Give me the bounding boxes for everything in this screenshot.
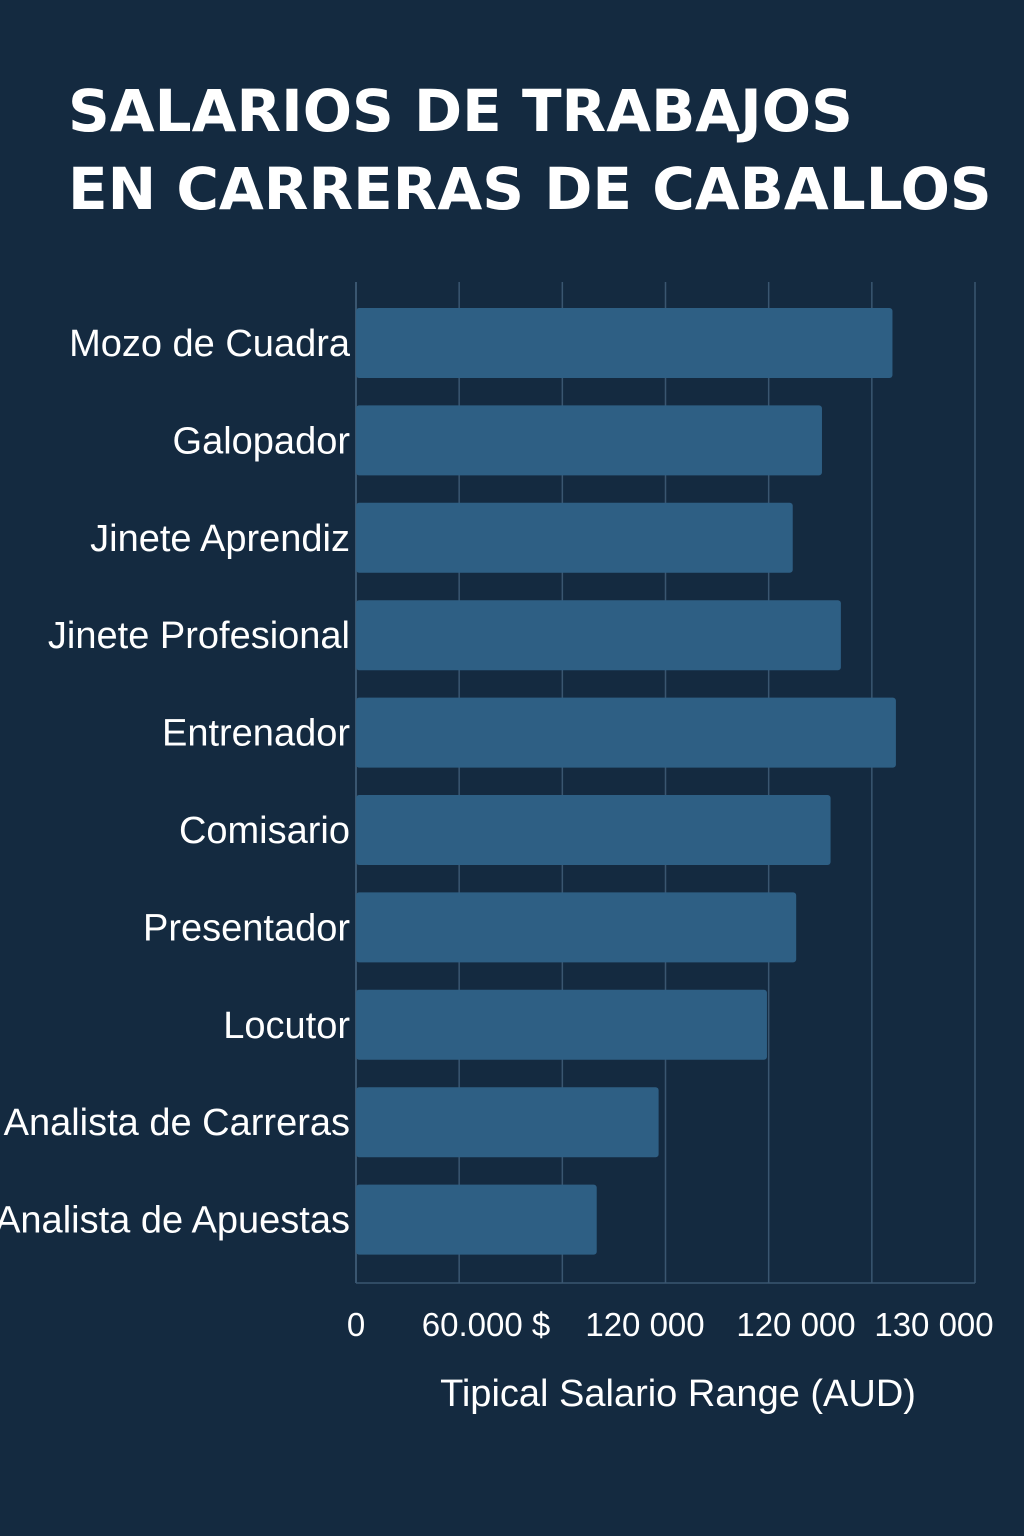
category-label-10: Analista de Apuestas — [0, 1200, 350, 1242]
chart-title: SALARIOS DE TRABAJOS EN CARRERAS DE CABA… — [68, 72, 1008, 228]
bar-5 — [356, 697, 896, 768]
category-label-7: Presentador — [143, 907, 350, 949]
category-label-3: Jinete Aprendiz — [90, 518, 350, 560]
category-label-6: Comisario — [179, 810, 350, 852]
bar-6 — [356, 795, 831, 865]
category-labels: Mozo de Cuadra Galopador Jinete Aprendiz Ji… — [0, 323, 351, 1242]
category-label-5: Entrenador — [162, 713, 350, 755]
x-tick-label-5: 130 000 — [874, 1306, 993, 1343]
bar-2 — [356, 405, 822, 476]
category-label-8: Locutor — [223, 1005, 350, 1047]
x-tick-label-4: 120 000 — [736, 1306, 855, 1343]
chart-title-line-1: SALARIOS DE TRABAJOS — [68, 77, 853, 145]
category-label-1: Mozo de Cuadra — [69, 323, 351, 365]
bar-7 — [356, 892, 797, 963]
x-tick-label-3: 120 000 — [585, 1306, 704, 1343]
chart-title-line-2: EN CARRERAS DE CABALLOS — [68, 155, 992, 223]
x-tick-label-1: 0 — [347, 1306, 365, 1343]
bar-3 — [356, 502, 793, 573]
bars — [356, 308, 896, 1255]
x-tick-labels: 0 60.000 $ 120 000 120 000 130 000 — [347, 1306, 994, 1343]
category-label-9: Analista de Carreras — [4, 1102, 350, 1144]
bar-9 — [356, 1087, 659, 1158]
bar-1 — [356, 308, 893, 378]
bar-8 — [356, 989, 767, 1060]
category-label-4: Jinete Profesional — [48, 615, 350, 657]
x-tick-label-2: 60.000 $ — [422, 1306, 550, 1343]
category-label-2: Galopador — [173, 420, 351, 462]
bar-10 — [356, 1184, 597, 1255]
bar-4 — [356, 600, 841, 671]
x-axis-title: Tipical Salario Range (AUD) — [440, 1373, 916, 1415]
